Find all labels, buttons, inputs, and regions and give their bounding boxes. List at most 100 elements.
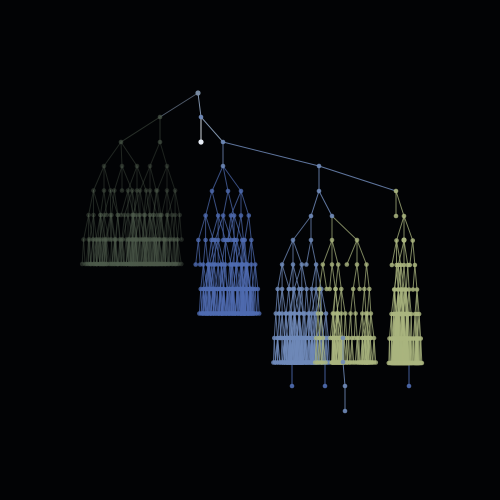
tree-edge-324: [165, 239, 170, 265]
tree-edge-390: [211, 264, 214, 290]
tree-node-642: [290, 262, 296, 267]
tree-node-347: [193, 262, 198, 267]
tree-edge-123: [131, 214, 136, 240]
tree-node-88: [101, 261, 107, 267]
tree-node-439: [212, 237, 218, 243]
tree-node-143: [124, 261, 129, 267]
tree-edge-862: [322, 337, 327, 363]
tree-edge-987: [363, 337, 368, 363]
tree-edge-605: [281, 239, 294, 265]
tree-edge-970: [363, 288, 367, 314]
tree-node-76: [115, 212, 121, 218]
tree-node-2: [198, 114, 204, 120]
tree-node-235: [141, 261, 146, 267]
tree-node-268: [151, 261, 157, 267]
tree-node-25: [88, 261, 94, 267]
tree-node-858: [318, 311, 324, 316]
tree-node-910: [334, 311, 339, 316]
tree-edge-1109: [388, 338, 391, 364]
tree-node-175: [142, 237, 147, 242]
tree-node-330: [172, 212, 178, 218]
tree-edge-199: [129, 239, 133, 265]
tree-edge-1251: [410, 313, 413, 339]
tree-node-301: [161, 237, 166, 242]
tree-edge-395: [214, 264, 219, 290]
tree-node-42: [102, 237, 108, 242]
tree-node-187: [147, 237, 153, 242]
tree-node-866: [327, 286, 332, 292]
tree-edge-852: [315, 337, 318, 363]
tree-edge-859: [320, 313, 324, 339]
tree-edge-184: [143, 239, 146, 265]
tree-edge-107: [121, 214, 126, 240]
tree-edge-347: [197, 239, 201, 265]
tree-node-75: [115, 261, 120, 267]
tree-node-206: [132, 237, 138, 242]
tree-node-37: [94, 261, 100, 267]
tree-node-270: [157, 237, 162, 242]
tree-node-276: [163, 261, 169, 267]
tree-edge-982: [365, 264, 370, 290]
tree-node-1105: [395, 262, 401, 268]
tree-node-437: [225, 188, 231, 194]
tree-node-21: [92, 261, 97, 267]
tree-edge-256: [144, 239, 149, 265]
tree-node-288: [154, 237, 159, 242]
tree-node-198: [123, 261, 129, 267]
tree-edge-6: [222, 141, 320, 167]
tree-node-584: [249, 262, 254, 267]
tree-edge-46: [99, 190, 105, 216]
tree-node-225: [142, 212, 148, 218]
tree-edge-60: [99, 239, 103, 265]
tree-node-1296: [289, 383, 295, 389]
tree-edge-713: [288, 313, 293, 339]
tree-edge-810: [311, 337, 314, 363]
tree-edge-352: [200, 288, 203, 314]
tree-edge-957: [356, 239, 367, 265]
tree-edge-263: [156, 239, 161, 265]
tree-node-14: [82, 261, 88, 267]
tree-node-340: [173, 261, 179, 267]
tree-edge-134: [120, 141, 138, 167]
tree-edge-344: [205, 190, 213, 216]
tree-edge-268: [153, 239, 158, 265]
tree-node-1257: [412, 262, 418, 268]
tree-edge-424: [222, 264, 226, 290]
tree-edge-466: [227, 264, 231, 290]
tree-edge-195: [132, 190, 141, 216]
tree-node-254: [153, 188, 159, 193]
tree-node-1247: [408, 311, 414, 317]
tree-edge-10: [88, 190, 94, 216]
tree-edge-811: [311, 313, 315, 339]
tree-edge-952: [355, 313, 358, 339]
tree-node-252: [156, 261, 162, 267]
tree-node-8: [393, 188, 399, 194]
tree-node-305: [161, 237, 166, 242]
tree-node-294: [162, 261, 167, 267]
tree-edge-57: [99, 214, 105, 240]
tree-edge-287: [155, 214, 162, 240]
tree-node-101: [115, 261, 120, 267]
tree-edge-602: [310, 190, 320, 217]
tree-node-286: [156, 261, 162, 267]
tree-node-940: [344, 262, 350, 267]
tree-edge-462: [227, 190, 235, 216]
tree-edge-103: [119, 239, 122, 265]
tree-edge-246: [152, 239, 156, 265]
tree-node-253: [159, 261, 165, 267]
tree-node-138: [125, 212, 131, 218]
tree-node-202: [135, 237, 140, 242]
tree-node-592: [249, 286, 255, 292]
tree-edge-173: [138, 239, 143, 265]
tree-edge-729: [293, 288, 300, 314]
tree-edge-960: [358, 313, 363, 339]
tree-node-601: [256, 311, 262, 316]
tree-edge-949: [351, 337, 355, 363]
tree-edge-843: [325, 313, 329, 339]
tree-node-107: [122, 212, 127, 218]
tree-edge-149: [125, 239, 130, 265]
tree-node-240: [149, 261, 154, 267]
tree-edge-279: [150, 214, 155, 240]
tree-edge-1113: [391, 313, 394, 339]
tree-node-38: [98, 237, 103, 242]
